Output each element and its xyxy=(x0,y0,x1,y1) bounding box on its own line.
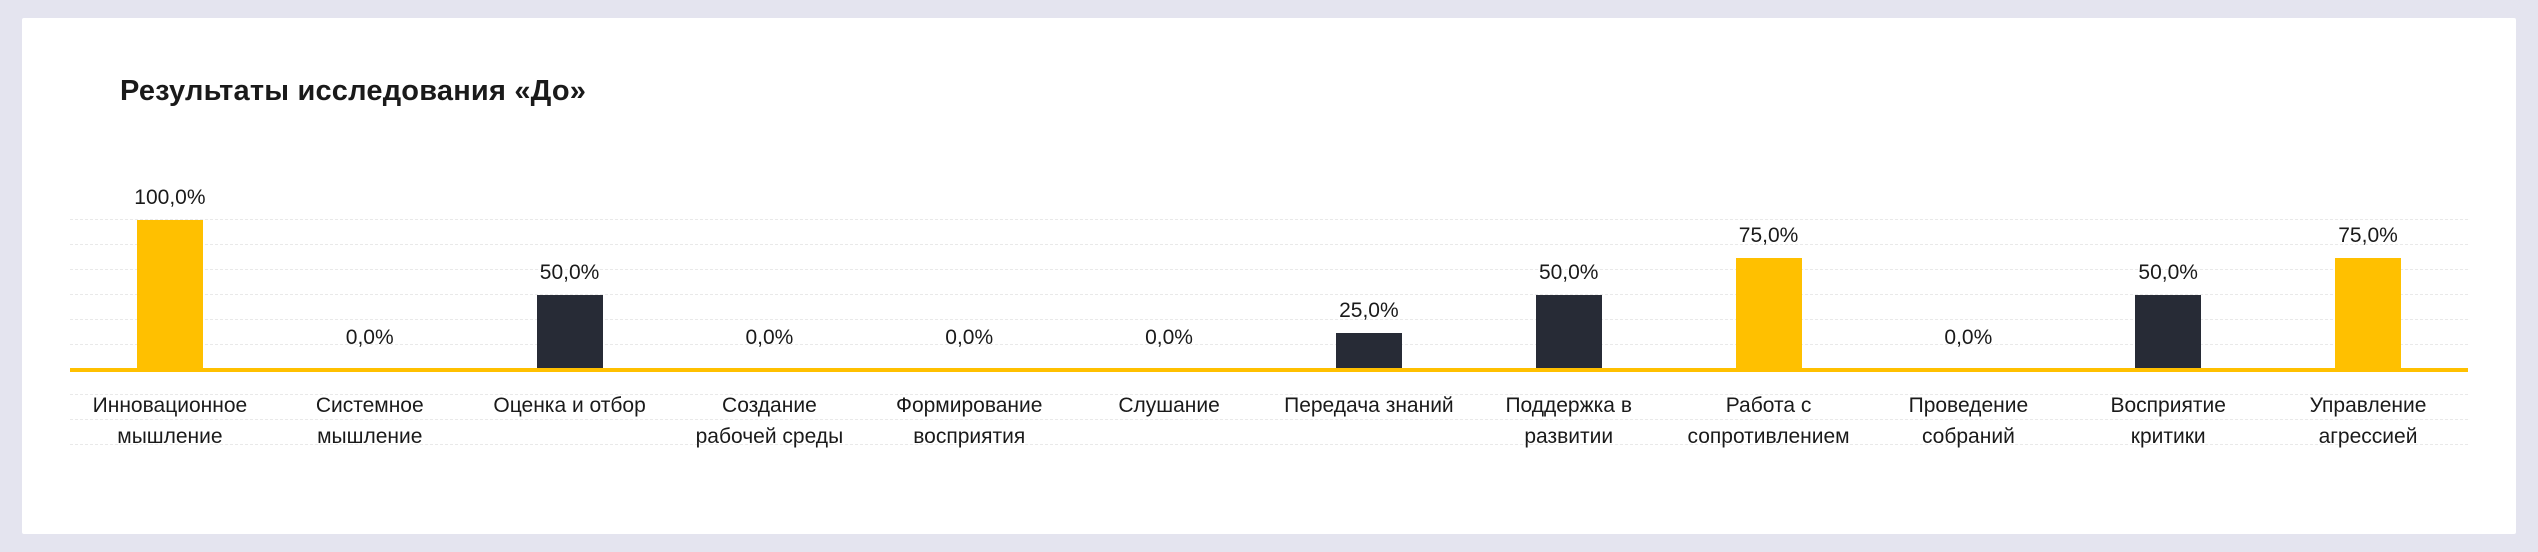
category-label: Управление агрессией xyxy=(2309,394,2427,448)
bar-value-label: 0,0% xyxy=(945,326,994,349)
category-label: Поддержка в развитии xyxy=(1505,394,1632,448)
gridline xyxy=(70,269,2468,270)
bar xyxy=(1335,332,1402,370)
gridline xyxy=(70,244,2468,245)
bar xyxy=(1535,295,1602,370)
x-axis-line xyxy=(70,368,2468,372)
chart-card: Результаты исследования «До» 100,0% 0,0% 5… xyxy=(22,18,2516,534)
category-label: Формирование восприятия xyxy=(895,394,1043,448)
category-label: Создание рабочей среды xyxy=(695,394,844,448)
bar-value-label: 75,0% xyxy=(2338,223,2398,247)
category-label: Проведение собраний xyxy=(1908,394,2029,448)
bar xyxy=(2335,257,2402,370)
bar-value-label: 0,0% xyxy=(1944,326,1993,349)
bar-column: 0,0% xyxy=(869,220,1069,370)
bar-chart: 100,0% 0,0% 50,0% 0,0% 0,0% 0,0% 25,0% 50,0% 75,… xyxy=(70,186,2468,452)
bar-value-label: 25,0% xyxy=(1339,298,1399,322)
bar-column: 100,0% xyxy=(70,186,270,370)
bar-column: 0,0% xyxy=(1868,220,2068,370)
bar-column: 50,0% xyxy=(1469,220,1669,370)
bar-column: 25,0% xyxy=(1269,220,1469,370)
bar xyxy=(536,295,603,370)
chart-title: Результаты исследования «До» xyxy=(120,75,587,107)
category-label: Системное мышление xyxy=(315,394,424,448)
category-label: Инновационное мышление xyxy=(92,394,248,448)
gridline xyxy=(70,394,2468,395)
bar-column: 50,0% xyxy=(2068,220,2268,370)
bar-column: 0,0% xyxy=(1069,220,1269,370)
category-label: Слушание xyxy=(1118,394,1220,417)
plot-area: 100,0% 0,0% 50,0% 0,0% 0,0% 0,0% 25,0% 50,0% 75,… xyxy=(70,186,2468,445)
bar-column: 0,0% xyxy=(669,220,869,370)
gridline xyxy=(70,294,2468,295)
bar-value-label: 50,0% xyxy=(1538,261,1599,284)
category-label: Оценка и отбор xyxy=(493,394,646,417)
bar-value-label: 100,0% xyxy=(134,186,206,209)
category-labels-row: Инновационное мышление Системное мышление… xyxy=(70,390,2468,452)
bar xyxy=(2135,295,2202,370)
bar-column: 0,0% xyxy=(270,220,470,370)
category-label: Восприятие критики xyxy=(2110,394,2226,448)
bar-column: 75,0% xyxy=(1669,220,1869,370)
gridline xyxy=(70,319,2468,320)
gridline xyxy=(70,419,2468,420)
bar-column: 50,0% xyxy=(470,220,670,370)
gridline xyxy=(70,344,2468,345)
category-label: Передача знаний xyxy=(1284,394,1454,417)
bar-columns: 100,0% 0,0% 50,0% 0,0% 0,0% 0,0% 25,0% 50,0% 75,… xyxy=(70,186,2468,370)
bar xyxy=(136,220,203,370)
bar-value-label: 75,0% xyxy=(1738,223,1799,247)
bar-value-label: 0,0% xyxy=(1145,326,1193,349)
bar-value-label: 0,0% xyxy=(745,326,794,349)
category-label: Работа с сопротивлением xyxy=(1687,394,1850,448)
bar-value-label: 50,0% xyxy=(2138,261,2198,284)
bar-value-label: 50,0% xyxy=(539,261,600,284)
bar-column: 75,0% xyxy=(2268,220,2468,370)
gridline xyxy=(70,219,2468,220)
gridline xyxy=(70,444,2468,445)
bar xyxy=(1735,257,1802,370)
bar-value-label: 0,0% xyxy=(345,326,394,349)
